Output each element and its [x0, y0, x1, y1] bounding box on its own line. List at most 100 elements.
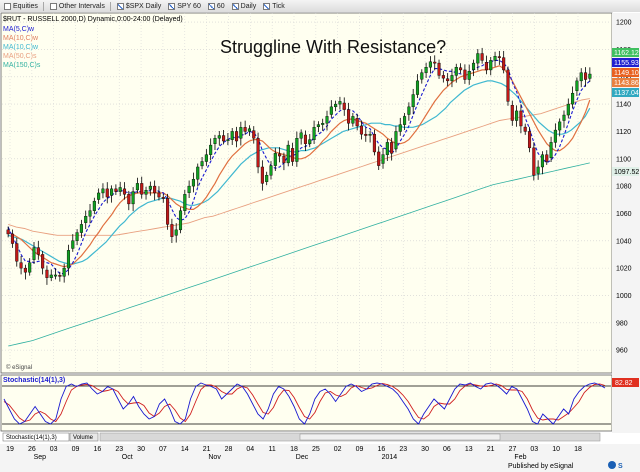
candle-body: [588, 73, 592, 79]
candle-body: [372, 133, 376, 153]
other-intervals-label: Other Intervals: [58, 2, 105, 10]
time-period-label: Feb: [514, 454, 526, 461]
candle-body: [385, 142, 389, 155]
ma50-line: [8, 98, 590, 236]
candle-body: [527, 131, 532, 149]
candle-body: [329, 106, 333, 115]
tab-stochastic[interactable]: [2, 432, 70, 442]
time-period-label: Nov: [208, 454, 221, 461]
candle-body: [441, 75, 445, 79]
candle-body: [23, 267, 27, 273]
equities-menu[interactable]: Equities: [1, 1, 41, 11]
daily-label: Daily: [240, 2, 257, 10]
candle-body: [19, 262, 23, 269]
price-tag: 1097.52: [614, 169, 639, 176]
candle-body: [222, 135, 226, 142]
candle-body: [446, 78, 450, 82]
spx-daily-label: $SPX Daily: [125, 2, 162, 10]
ma5-line: [7, 59, 591, 275]
price-tick-label: 1060: [616, 211, 632, 218]
candle-body: [118, 187, 122, 192]
tab-volume[interactable]: [69, 432, 99, 442]
daily-button[interactable]: Daily: [229, 1, 260, 11]
candle-body: [347, 109, 351, 124]
candle-body: [101, 188, 105, 194]
price-tag: 1149.10: [614, 70, 639, 77]
moving-average-lines: [7, 59, 591, 347]
candle-body: [191, 179, 195, 187]
candle-body: [575, 80, 579, 91]
time-period-label: Oct: [122, 454, 133, 461]
candle-body: [217, 135, 221, 139]
candle-body: [269, 165, 273, 176]
price-tag-bg: [612, 48, 639, 57]
time-tick-label: 21: [487, 446, 495, 453]
candle-body: [540, 154, 544, 168]
candle-body: [282, 155, 286, 164]
time-tick-label: 16: [377, 446, 385, 453]
stochastic-lines: [3, 382, 606, 425]
time-period-label: Dec: [296, 454, 309, 461]
time-tick-label: 30: [421, 446, 429, 453]
candle-body: [484, 62, 488, 71]
spy-60-button[interactable]: SPY 60: [165, 1, 204, 11]
candle-body: [338, 101, 342, 105]
price-tag: 1143.86: [614, 80, 639, 87]
time-tick-label: 30: [137, 446, 145, 453]
candle-body: [459, 67, 463, 71]
candle-body: [41, 254, 45, 269]
candle-body: [463, 69, 467, 80]
time-tick-label: 28: [225, 446, 233, 453]
time-tick-label: 07: [159, 446, 167, 453]
candle-body: [200, 161, 204, 167]
candle-body: [256, 138, 260, 168]
candle-body: [502, 57, 506, 71]
candle-body: [144, 190, 148, 195]
time-tick-label: 19: [6, 446, 14, 453]
price-tag-bg: [612, 78, 639, 87]
esignal-logo: S: [608, 461, 623, 470]
candle-body: [135, 183, 139, 191]
tick-button[interactable]: Tick: [260, 1, 288, 11]
candle-body: [49, 274, 53, 278]
spx-daily-button[interactable]: $SPX Daily: [114, 1, 164, 11]
candle-body: [32, 247, 36, 260]
candle-body: [97, 192, 101, 200]
candle-body: [28, 262, 32, 273]
other-intervals-menu[interactable]: Other Intervals: [47, 1, 108, 11]
chart-icon: [168, 2, 176, 10]
candle-body: [493, 56, 497, 61]
stoch-value-tag: 82.82: [615, 380, 633, 387]
candle-body: [394, 131, 398, 150]
candle-body: [420, 72, 424, 80]
ma-legend: MA(5,C)w MA(10,C)w MA(10,C)w MA(50,C)s M…: [3, 26, 41, 69]
candle-body: [415, 80, 420, 95]
toolbar-separator: [42, 1, 44, 11]
candle-body: [351, 116, 355, 124]
interval-60-button[interactable]: 60: [205, 1, 228, 11]
candle-body: [161, 197, 165, 199]
candle-body: [291, 148, 295, 162]
candle-body: [140, 183, 144, 195]
candle-body: [62, 267, 66, 277]
tab-stochastic-label: Stochastic(14(1),3): [6, 435, 57, 441]
price-tag-bg: [612, 167, 639, 176]
scrollbar-thumb[interactable]: [299, 433, 501, 441]
esignal-logo-mark: [608, 461, 616, 469]
candle-body: [153, 185, 157, 194]
candle-body: [122, 188, 127, 195]
candle-body: [515, 110, 519, 121]
candle-body: [437, 62, 441, 76]
candle-body: [334, 103, 338, 108]
candle-body: [10, 233, 14, 244]
legend-item: MA(5,C)w: [3, 26, 35, 33]
candle-body: [58, 275, 62, 277]
time-tick-label: 03: [530, 446, 538, 453]
legend-item: MA(10,C)w: [3, 35, 39, 42]
stoch-value-tag-bg: [612, 378, 639, 387]
interval-60-label: 60: [216, 2, 225, 10]
candle-body: [88, 210, 92, 217]
price-tag: 1137.04: [614, 90, 639, 97]
candle-body: [239, 127, 243, 139]
price-tick-label: 1020: [616, 266, 632, 273]
